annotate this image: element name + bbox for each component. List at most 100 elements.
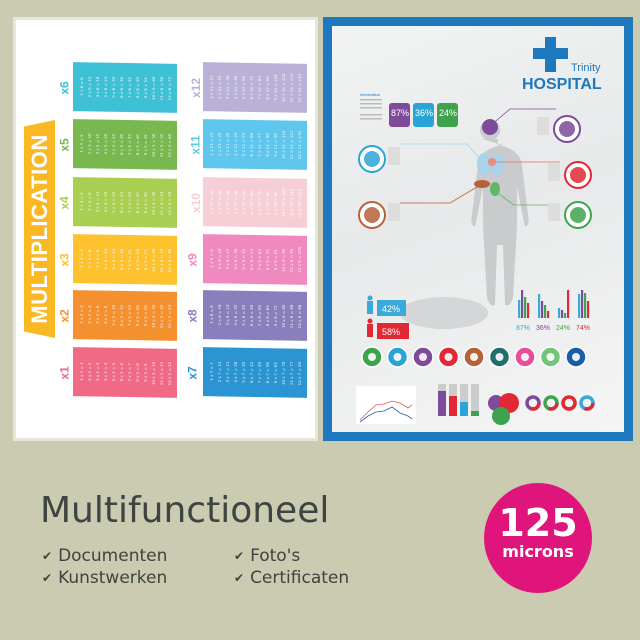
table-line: 2 x 12 = 24 <box>216 75 222 99</box>
male-icon <box>367 295 373 301</box>
feature-item: ✔ Kunstwerken <box>42 568 168 588</box>
table-line: 12 x 8 = 96 <box>296 304 302 329</box>
table-line: 5 x 1 = 5 <box>110 363 116 382</box>
table-line: 7 x 10 = 70 <box>256 190 262 215</box>
brand-hospital: HOSPITAL <box>522 76 602 93</box>
svg-text:24%: 24% <box>556 325 570 332</box>
table-line: 3 x 1 = 3 <box>94 362 100 382</box>
table-line: 2 x 10 = 20 <box>216 190 222 214</box>
table-line: 6 x 9 = 54 <box>248 248 254 270</box>
table-label: x4 <box>57 196 72 210</box>
table-label: x6 <box>57 81 72 95</box>
table-line: 2 x 5 = 10 <box>86 133 92 155</box>
table-line: 8 x 8 = 64 <box>264 305 270 327</box>
svg-text:36%: 36% <box>536 325 550 332</box>
body-silhouette <box>471 120 529 306</box>
table-line: 2 x 7 = 14 <box>216 361 222 383</box>
table-line: 7 x 1 = 7 <box>126 363 132 382</box>
table-line: 5 x 8 = 40 <box>240 304 246 326</box>
table-line: 1 x 2 = 2 <box>78 305 84 324</box>
table-line: 10 x 10 = 100 <box>280 188 286 218</box>
table-line: 1 x 4 = 4 <box>78 192 84 211</box>
table-line: 4 x 3 = 12 <box>102 248 108 270</box>
table-line: 1 x 6 = 6 <box>78 77 84 96</box>
table-line: 5 x 10 = 50 <box>240 190 246 215</box>
table-line: 3 x 7 = 21 <box>224 361 230 383</box>
table-line: 12 x 4 = 48 <box>166 191 172 216</box>
table-line: 9 x 2 = 18 <box>142 305 148 327</box>
table-line: 1 x 10 = 10 <box>208 189 214 214</box>
table-line: 10 x 11 = 110 <box>280 130 286 160</box>
table-line: 11 x 11 = 121 <box>288 130 294 160</box>
table-line: 9 x 8 = 72 <box>272 305 278 327</box>
table-line: 11 x 7 = 77 <box>288 361 294 385</box>
table-line: 3 x 11 = 33 <box>224 132 230 156</box>
table-line: 12 x 2 = 24 <box>166 304 172 329</box>
line-chart <box>356 386 416 424</box>
table-line: 9 x 4 = 36 <box>142 192 148 214</box>
table-line: 1 x 7 = 7 <box>208 362 214 381</box>
table-line: 3 x 6 = 18 <box>94 76 100 98</box>
table-label: x10 <box>189 192 204 214</box>
table-line: 6 x 6 = 36 <box>118 76 124 98</box>
table-line: 10 x 12 = 120 <box>280 73 286 103</box>
table-line: 12 x 12 = 144 <box>296 73 302 103</box>
check-icon: ✔ <box>42 549 53 563</box>
table-line: 4 x 12 = 48 <box>232 75 238 99</box>
table-line: 9 x 6 = 54 <box>142 77 148 99</box>
table-line: 10 x 6 = 60 <box>150 76 156 100</box>
stat-box: 24% <box>437 103 458 127</box>
female-icon <box>367 318 373 324</box>
table-line: 10 x 3 = 30 <box>150 248 156 272</box>
table-line: 7 x 5 = 35 <box>126 134 132 156</box>
hospital-infographic: Trinity HOSPITAL Information <box>332 26 624 432</box>
female-stat: 58% <box>367 318 409 339</box>
table-label: x5 <box>57 138 72 152</box>
check-icon: ✔ <box>42 571 53 585</box>
table-line: 6 x 2 = 12 <box>118 304 124 326</box>
table-line: 11 x 9 = 99 <box>288 248 294 272</box>
stat-box: 36% <box>413 103 434 127</box>
table-line: 5 x 6 = 30 <box>110 76 116 98</box>
table-line: 6 x 10 = 60 <box>248 190 254 215</box>
bar-stat: 87% <box>516 290 530 332</box>
table-line: 2 x 1 = 2 <box>86 362 92 382</box>
table-line: 6 x 1 = 6 <box>118 363 124 382</box>
thickness-badge: 125 microns <box>484 483 592 593</box>
table-line: 2 x 9 = 18 <box>216 248 222 270</box>
table-line: 5 x 4 = 20 <box>110 191 116 213</box>
bar-stat: 74% <box>576 290 590 332</box>
hospital-poster-frame: Trinity HOSPITAL Information <box>323 17 633 441</box>
svg-text:87%: 87% <box>516 325 530 332</box>
feature-item: ✔ Foto's <box>234 546 301 566</box>
table-line: 1 x 3 = 3 <box>78 249 84 268</box>
table-line: 11 x 5 = 55 <box>158 133 164 157</box>
bar-stat: 36% <box>536 294 550 332</box>
infographic-graphics: Information 87% 36% 24% 42% 58% 87% 36% 24% 74… <box>356 92 595 425</box>
table-line: 12 x 7 = 84 <box>296 361 302 386</box>
table-line: 3 x 5 = 15 <box>94 133 100 155</box>
info-heading: Information <box>360 92 380 97</box>
table-line: 12 x 1 = 12 <box>166 361 172 386</box>
table-label: x3 <box>57 253 72 267</box>
table-line: 10 x 9 = 90 <box>280 248 286 272</box>
table-line: 1 x 12 = 12 <box>208 74 214 99</box>
table-line: 3 x 8 = 24 <box>224 304 230 326</box>
table-line: 4 x 9 = 36 <box>232 248 238 270</box>
table-line: 2 x 4 = 8 <box>86 192 92 212</box>
table-line: 6 x 11 = 66 <box>248 132 254 157</box>
table-line: 8 x 6 = 48 <box>134 77 140 99</box>
svg-text:24%: 24% <box>439 108 457 118</box>
svg-text:36%: 36% <box>415 108 433 118</box>
table-line: 8 x 12 = 96 <box>264 75 270 100</box>
table-line: 6 x 7 = 42 <box>248 361 254 383</box>
poster-title: MULTIPLICATION <box>26 134 52 324</box>
times-table-12: 1 x 12 = 12 2 x 12 = 24 3 x 12 = 36 4 x 12 … <box>203 62 307 113</box>
badge-number: 125 <box>498 501 578 545</box>
table-line: 6 x 12 = 72 <box>248 75 254 100</box>
table-line: 10 x 2 = 20 <box>150 304 156 328</box>
